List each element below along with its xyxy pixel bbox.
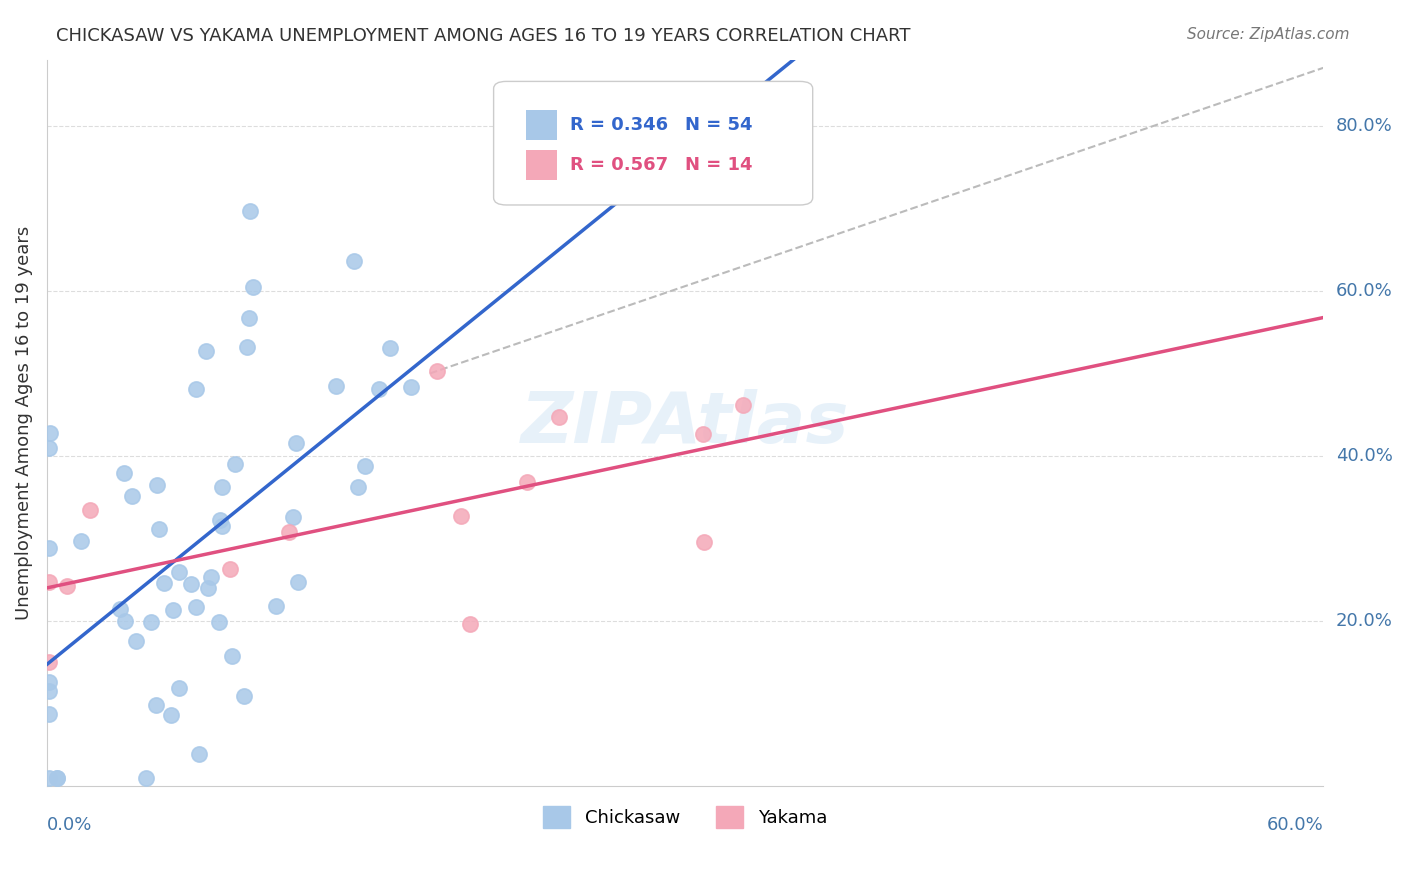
Point: [242, 280, 264, 294]
Text: N = 14: N = 14: [685, 156, 752, 174]
Point: [197, 581, 219, 595]
Point: [547, 410, 569, 425]
Text: 20.0%: 20.0%: [1336, 612, 1393, 631]
Point: [218, 562, 240, 576]
Point: [184, 382, 207, 396]
FancyBboxPatch shape: [526, 151, 557, 179]
Point: [184, 599, 207, 614]
Point: [38, 574, 60, 589]
Text: 0.0%: 0.0%: [46, 815, 93, 833]
Point: [159, 708, 181, 723]
Point: [38, 675, 60, 690]
Point: [354, 458, 377, 473]
Point: [378, 341, 401, 355]
Point: [208, 513, 231, 527]
Point: [38, 706, 60, 721]
Point: [45, 771, 67, 785]
Point: [146, 477, 169, 491]
Point: [145, 698, 167, 713]
Point: [285, 436, 308, 450]
Legend: Chickasaw, Yakama: Chickasaw, Yakama: [536, 799, 834, 836]
Point: [211, 480, 233, 494]
Point: [38, 771, 60, 785]
Point: [200, 570, 222, 584]
Point: [125, 633, 148, 648]
Point: [207, 615, 229, 630]
Point: [114, 614, 136, 628]
Point: [69, 533, 91, 548]
Point: [325, 378, 347, 392]
Point: [221, 649, 243, 664]
Point: [399, 380, 422, 394]
Point: [79, 503, 101, 517]
Point: [450, 508, 472, 523]
Point: [148, 522, 170, 536]
Point: [239, 203, 262, 218]
Point: [236, 340, 259, 354]
Text: N = 54: N = 54: [685, 116, 752, 134]
Point: [343, 253, 366, 268]
Text: R = 0.567: R = 0.567: [571, 156, 668, 174]
Text: 40.0%: 40.0%: [1336, 447, 1393, 465]
Text: 60.0%: 60.0%: [1336, 282, 1393, 300]
Point: [162, 602, 184, 616]
Text: 60.0%: 60.0%: [1267, 815, 1323, 833]
FancyBboxPatch shape: [526, 111, 557, 139]
Point: [110, 602, 132, 616]
Text: R = 0.346: R = 0.346: [571, 116, 668, 134]
Point: [211, 519, 233, 533]
Point: [153, 575, 176, 590]
Point: [141, 615, 163, 630]
Point: [38, 426, 60, 441]
Point: [56, 578, 79, 592]
Point: [458, 616, 481, 631]
Point: [277, 525, 299, 540]
Point: [516, 475, 538, 489]
Point: [283, 509, 305, 524]
Point: [135, 771, 157, 785]
Point: [426, 364, 449, 378]
Point: [112, 466, 135, 480]
Point: [180, 577, 202, 591]
Y-axis label: Unemployment Among Ages 16 to 19 years: Unemployment Among Ages 16 to 19 years: [15, 226, 32, 620]
Point: [238, 310, 260, 325]
Point: [367, 382, 389, 396]
Text: CHICKASAW VS YAKAMA UNEMPLOYMENT AMONG AGES 16 TO 19 YEARS CORRELATION CHART: CHICKASAW VS YAKAMA UNEMPLOYMENT AMONG A…: [56, 27, 911, 45]
Point: [233, 689, 256, 703]
Text: 80.0%: 80.0%: [1336, 117, 1393, 135]
Point: [264, 599, 287, 613]
Text: Source: ZipAtlas.com: Source: ZipAtlas.com: [1187, 27, 1350, 42]
Point: [169, 681, 191, 695]
Point: [731, 398, 754, 412]
Point: [38, 655, 60, 669]
FancyBboxPatch shape: [494, 81, 813, 205]
Point: [692, 427, 714, 442]
Point: [287, 575, 309, 590]
Point: [121, 489, 143, 503]
Point: [194, 343, 217, 358]
Point: [224, 457, 246, 471]
Point: [167, 566, 190, 580]
Point: [38, 441, 60, 455]
Point: [38, 541, 60, 556]
Text: ZIPAtlas: ZIPAtlas: [520, 389, 849, 458]
Point: [346, 480, 368, 494]
Point: [38, 683, 60, 698]
Point: [693, 535, 716, 549]
Point: [45, 771, 67, 785]
Point: [187, 747, 209, 761]
